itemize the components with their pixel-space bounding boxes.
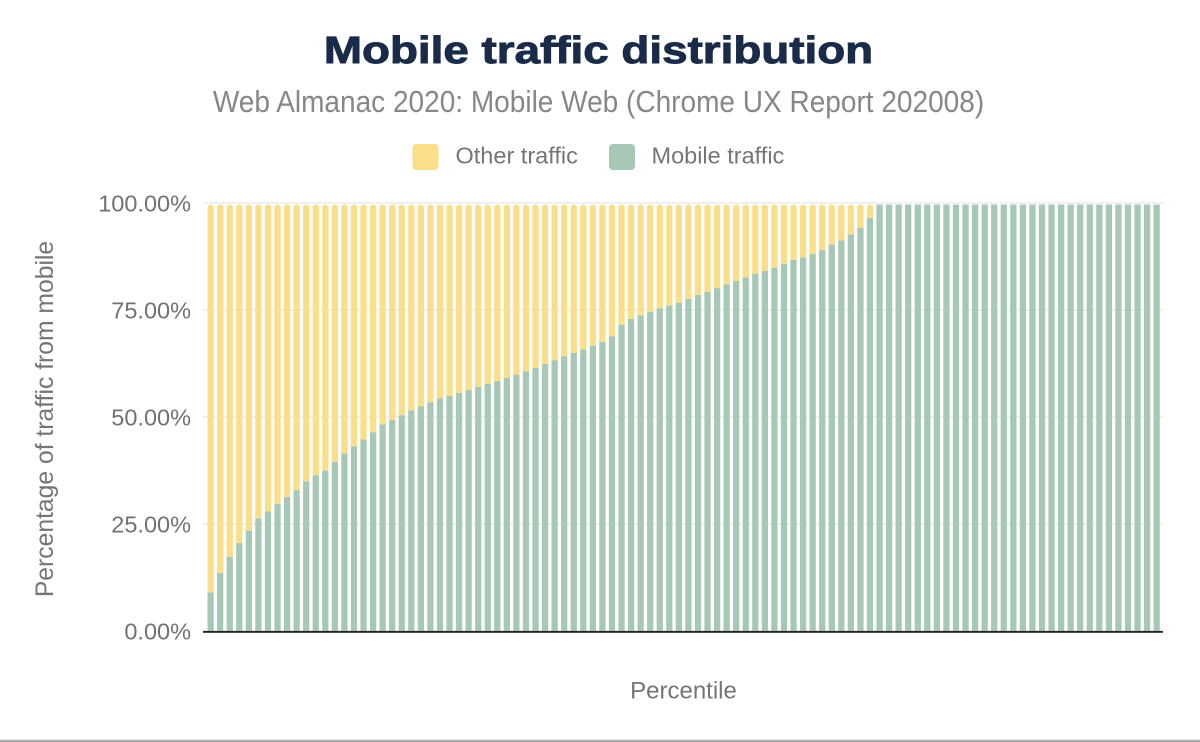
svg-text:100.00%: 100.00%: [98, 190, 191, 216]
svg-text:Other traffic: Other traffic: [456, 143, 579, 169]
svg-text:Percentage of traffic from mob: Percentage of traffic from mobile: [32, 241, 59, 597]
svg-text:75.00%: 75.00%: [111, 297, 191, 323]
svg-text:Mobile traffic distribution: Mobile traffic distribution: [324, 29, 873, 71]
svg-text:25.00%: 25.00%: [111, 511, 191, 537]
svg-text:0.00%: 0.00%: [124, 618, 191, 644]
svg-text:Percentile: Percentile: [630, 678, 737, 705]
svg-text:50.00%: 50.00%: [111, 404, 191, 430]
svg-text:Mobile traffic: Mobile traffic: [652, 143, 785, 169]
svg-text:Web Almanac 2020: Mobile Web (: Web Almanac 2020: Mobile Web (Chrome UX …: [213, 85, 984, 120]
